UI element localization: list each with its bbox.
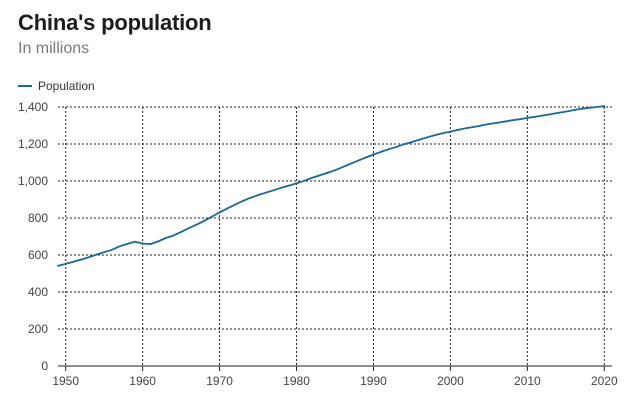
data-point [495, 122, 498, 124]
x-tick-label: 1950 [52, 374, 79, 388]
y-tick-label: 0 [41, 359, 48, 373]
x-tick-label: 2010 [514, 374, 541, 388]
data-point [334, 169, 336, 172]
data-point [195, 223, 198, 226]
data-point [303, 179, 306, 182]
data-point [257, 194, 259, 196]
data-point [603, 105, 606, 107]
data-point [118, 245, 121, 248]
data-point [287, 184, 290, 187]
data-point [526, 117, 529, 119]
chart-title: China's population [18, 10, 212, 35]
data-point [149, 243, 152, 245]
data-point [557, 112, 560, 114]
data-point [464, 127, 467, 130]
data-point [387, 148, 390, 151]
data-point [272, 189, 275, 192]
data-point [395, 145, 398, 148]
data-point [249, 196, 252, 199]
data-point [226, 207, 229, 210]
data-point [318, 174, 321, 177]
data-point [480, 124, 483, 127]
data-point [541, 114, 544, 117]
x-tick-label: 1990 [360, 374, 387, 388]
data-point [95, 253, 98, 256]
data-point [126, 243, 129, 245]
data-point [103, 251, 106, 254]
y-tick-label: 600 [28, 248, 48, 262]
data-point [134, 240, 136, 243]
data-point [164, 237, 167, 239]
data-point [349, 162, 352, 165]
x-tick-label: 1960 [129, 374, 156, 388]
data-point [110, 248, 113, 251]
data-point [418, 138, 421, 141]
data-point [280, 186, 283, 189]
data-point [564, 110, 567, 113]
series-line-population [57, 105, 606, 267]
chart-subtitle: In millions [18, 40, 90, 57]
data-point [511, 119, 513, 122]
data-point [580, 107, 583, 110]
data-point [441, 132, 444, 135]
data-point [203, 219, 206, 222]
data-point [341, 166, 344, 169]
data-point [549, 113, 552, 116]
y-tick-label: 1,200 [18, 137, 48, 151]
data-point [64, 262, 67, 265]
data-point [588, 107, 590, 109]
y-tick-label: 1,000 [18, 174, 48, 188]
data-point [380, 150, 383, 153]
data-point [241, 200, 244, 202]
data-point [234, 203, 236, 206]
data-point [487, 123, 490, 125]
data-point [472, 126, 475, 128]
data-point [187, 227, 190, 230]
data-point [518, 118, 521, 121]
data-point [80, 258, 82, 261]
data-point [172, 234, 175, 237]
chart-legend: Population [18, 78, 95, 94]
data-point [72, 260, 75, 263]
y-tick-label: 1,400 [18, 100, 48, 114]
data-point [572, 109, 575, 112]
data-point [449, 130, 452, 133]
data-point [534, 115, 536, 118]
legend-swatch-population [18, 85, 32, 87]
data-point [311, 176, 313, 179]
y-tick-label: 800 [28, 211, 48, 225]
data-point [264, 191, 267, 194]
y-tick-label: 400 [28, 285, 48, 299]
data-point [210, 215, 213, 218]
data-point [295, 182, 298, 185]
data-point [157, 240, 159, 243]
data-point [372, 153, 375, 156]
data-point [434, 134, 436, 137]
data-point [364, 156, 367, 159]
x-tick-label: 1980 [283, 374, 310, 388]
data-point [595, 106, 598, 108]
x-tick-label: 2000 [437, 374, 464, 388]
data-point [57, 264, 59, 267]
y-tick-label: 200 [28, 322, 48, 336]
x-tick-label: 2020 [591, 374, 618, 388]
data-point [326, 171, 329, 174]
data-point [457, 129, 460, 131]
data-point [180, 230, 183, 233]
data-point [403, 143, 406, 146]
data-point [218, 211, 221, 214]
data-point [87, 256, 90, 259]
legend-label-population: Population [38, 79, 95, 93]
data-point [141, 242, 144, 245]
data-point [426, 136, 429, 139]
data-point [411, 141, 413, 143]
x-tick-label: 1970 [206, 374, 233, 388]
data-point [357, 159, 359, 162]
data-point [503, 120, 506, 123]
